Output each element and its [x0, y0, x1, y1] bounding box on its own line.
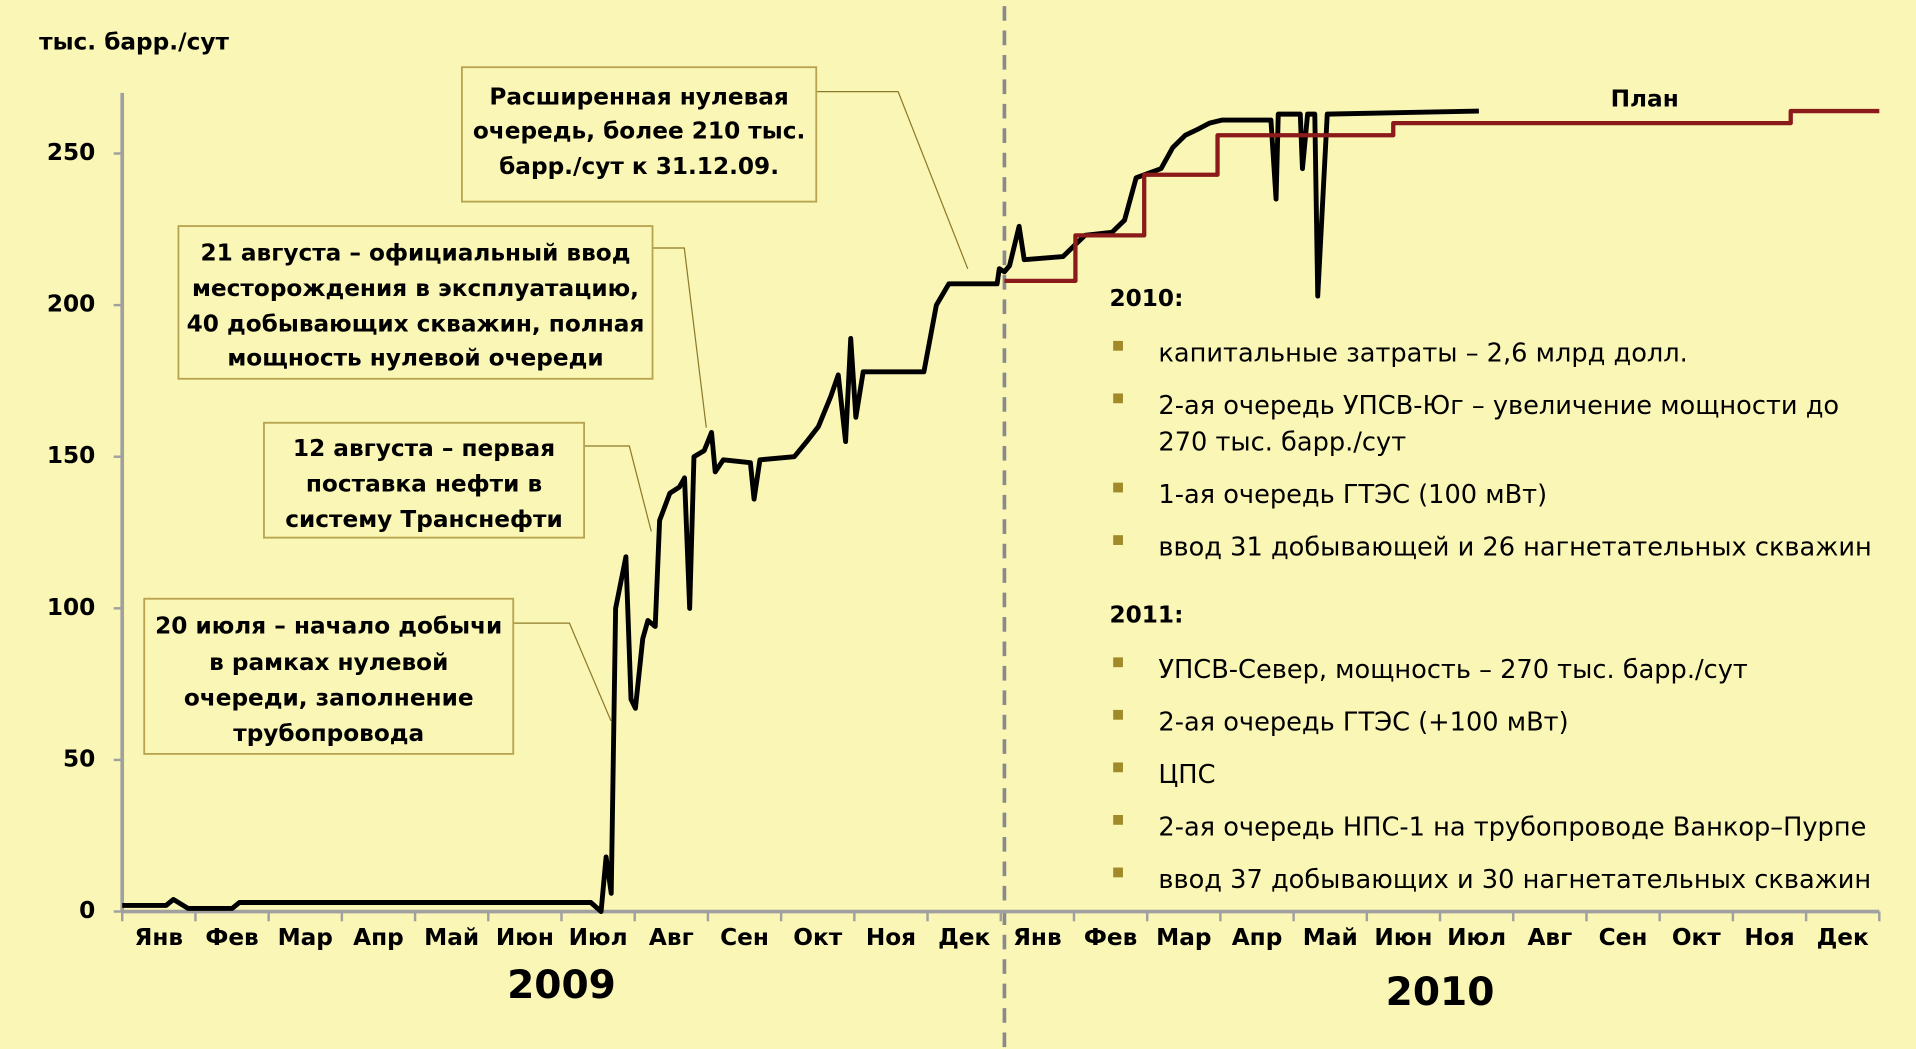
y-tick-label: 250 [47, 139, 95, 166]
x-tick-label: Фев [205, 924, 258, 951]
leader-line [513, 622, 612, 722]
annotation-text: в рамках нулевой [209, 649, 448, 676]
annotation-text: 12 августа – первая [293, 435, 555, 462]
bullet [1113, 393, 1123, 404]
x-tick-label: Июн [1374, 924, 1432, 951]
annotation-text: очереди, заполнение [184, 684, 474, 711]
annotation-box [263, 421, 586, 539]
note-item: ЦПС [1158, 760, 1215, 790]
x-tick-label: Апр [353, 924, 404, 951]
annotation-text: Расширенная нулевая [489, 83, 789, 110]
leader-line [652, 247, 707, 428]
x-tick-label: Янв [135, 924, 184, 951]
x-tick-label: Ноя [866, 924, 916, 951]
annotation-box [177, 225, 654, 380]
annotation-text: 21 августа – официальный ввод [200, 240, 630, 267]
note-heading: 2011: [1110, 601, 1184, 628]
x-tick-label: Мар [1156, 924, 1211, 951]
annotation-text: очередь, более 210 тыс. [473, 117, 805, 144]
annotation-text: систему Транснефти [285, 506, 562, 533]
bullet [1113, 340, 1123, 351]
x-tick-label: Май [424, 924, 479, 951]
y-tick-label: 50 [63, 745, 95, 772]
annotation-text: трубопровода [233, 720, 424, 747]
year-label: 2010 [1386, 970, 1495, 1015]
bullet [1113, 815, 1123, 825]
y-tick-label: 150 [47, 442, 95, 469]
note-item: ввод 31 добывающей и 26 нагнетательных с… [1158, 533, 1871, 563]
annotation-text: 40 добывающих скважин, полная [187, 311, 645, 338]
note-item: 270 тыс. барр./сут [1158, 428, 1406, 458]
series-label: План [1611, 86, 1679, 113]
x-tick-label: Авг [649, 924, 694, 951]
y-tick-label: 0 [79, 897, 95, 924]
annotation-text: барр./сут к 31.12.09. [499, 153, 779, 180]
note-item: УПСВ-Север, мощность – 270 тыс. барр./су… [1158, 655, 1747, 685]
note-item: ввод 37 добывающих и 30 нагнетательных с… [1158, 865, 1871, 895]
annotation-text: 20 июля – начало добычи [155, 612, 502, 639]
leader-line [816, 91, 969, 270]
year-label: 2009 [507, 963, 616, 1008]
note-item: 1-ая очередь ГТЭС (100 мВт) [1158, 480, 1547, 510]
y-axis-label: тыс. барр./сут [39, 28, 229, 55]
annotation-text: поставка нефти в [306, 471, 542, 498]
x-tick-label: Июл [1447, 924, 1506, 951]
bullet [1113, 535, 1123, 545]
bullet [1113, 867, 1123, 878]
x-tick-label: Дек [1817, 924, 1869, 951]
note-heading: 2010: [1110, 285, 1184, 312]
x-tick-label: Июл [569, 924, 628, 951]
y-tick-label: 100 [47, 594, 95, 621]
note-item: 2-ая очередь УПСВ-Юг – увеличение мощнос… [1158, 391, 1839, 421]
y-tick-label: 200 [47, 291, 95, 318]
bullet [1113, 762, 1123, 773]
x-tick-label: Июн [496, 924, 554, 951]
annotation-box [460, 66, 818, 203]
x-tick-label: Май [1303, 924, 1358, 951]
x-tick-label: Сен [1599, 924, 1648, 951]
x-tick-label: Ноя [1744, 924, 1794, 951]
x-tick-label: Авг [1527, 924, 1572, 951]
x-tick-label: Окт [1672, 924, 1721, 951]
x-tick-label: Дек [938, 924, 990, 951]
series-line [122, 108, 1479, 914]
annotation-text: мощность нулевой очереди [227, 345, 603, 372]
x-tick-label: Фев [1084, 924, 1137, 951]
x-tick-label: Мар [278, 924, 333, 951]
note-item: 2-ая очередь ГТЭС (+100 мВт) [1158, 707, 1568, 737]
x-tick-label: Окт [793, 924, 842, 951]
series-line [1004, 108, 1880, 284]
bullet [1113, 709, 1123, 720]
leader-line [584, 445, 652, 532]
bullet [1113, 657, 1123, 668]
x-tick-label: Сен [720, 924, 769, 951]
annotation-box [143, 597, 515, 755]
x-tick-label: Янв [1013, 924, 1062, 951]
note-item: капитальные затраты – 2,6 млрд долл. [1158, 338, 1687, 368]
bullet [1113, 482, 1123, 493]
note-item: 2-ая очередь НПС-1 на трубопроводе Ванко… [1158, 812, 1866, 842]
annotation-text: месторождения в эксплуатацию, [192, 275, 639, 302]
x-tick-label: Апр [1232, 924, 1283, 951]
